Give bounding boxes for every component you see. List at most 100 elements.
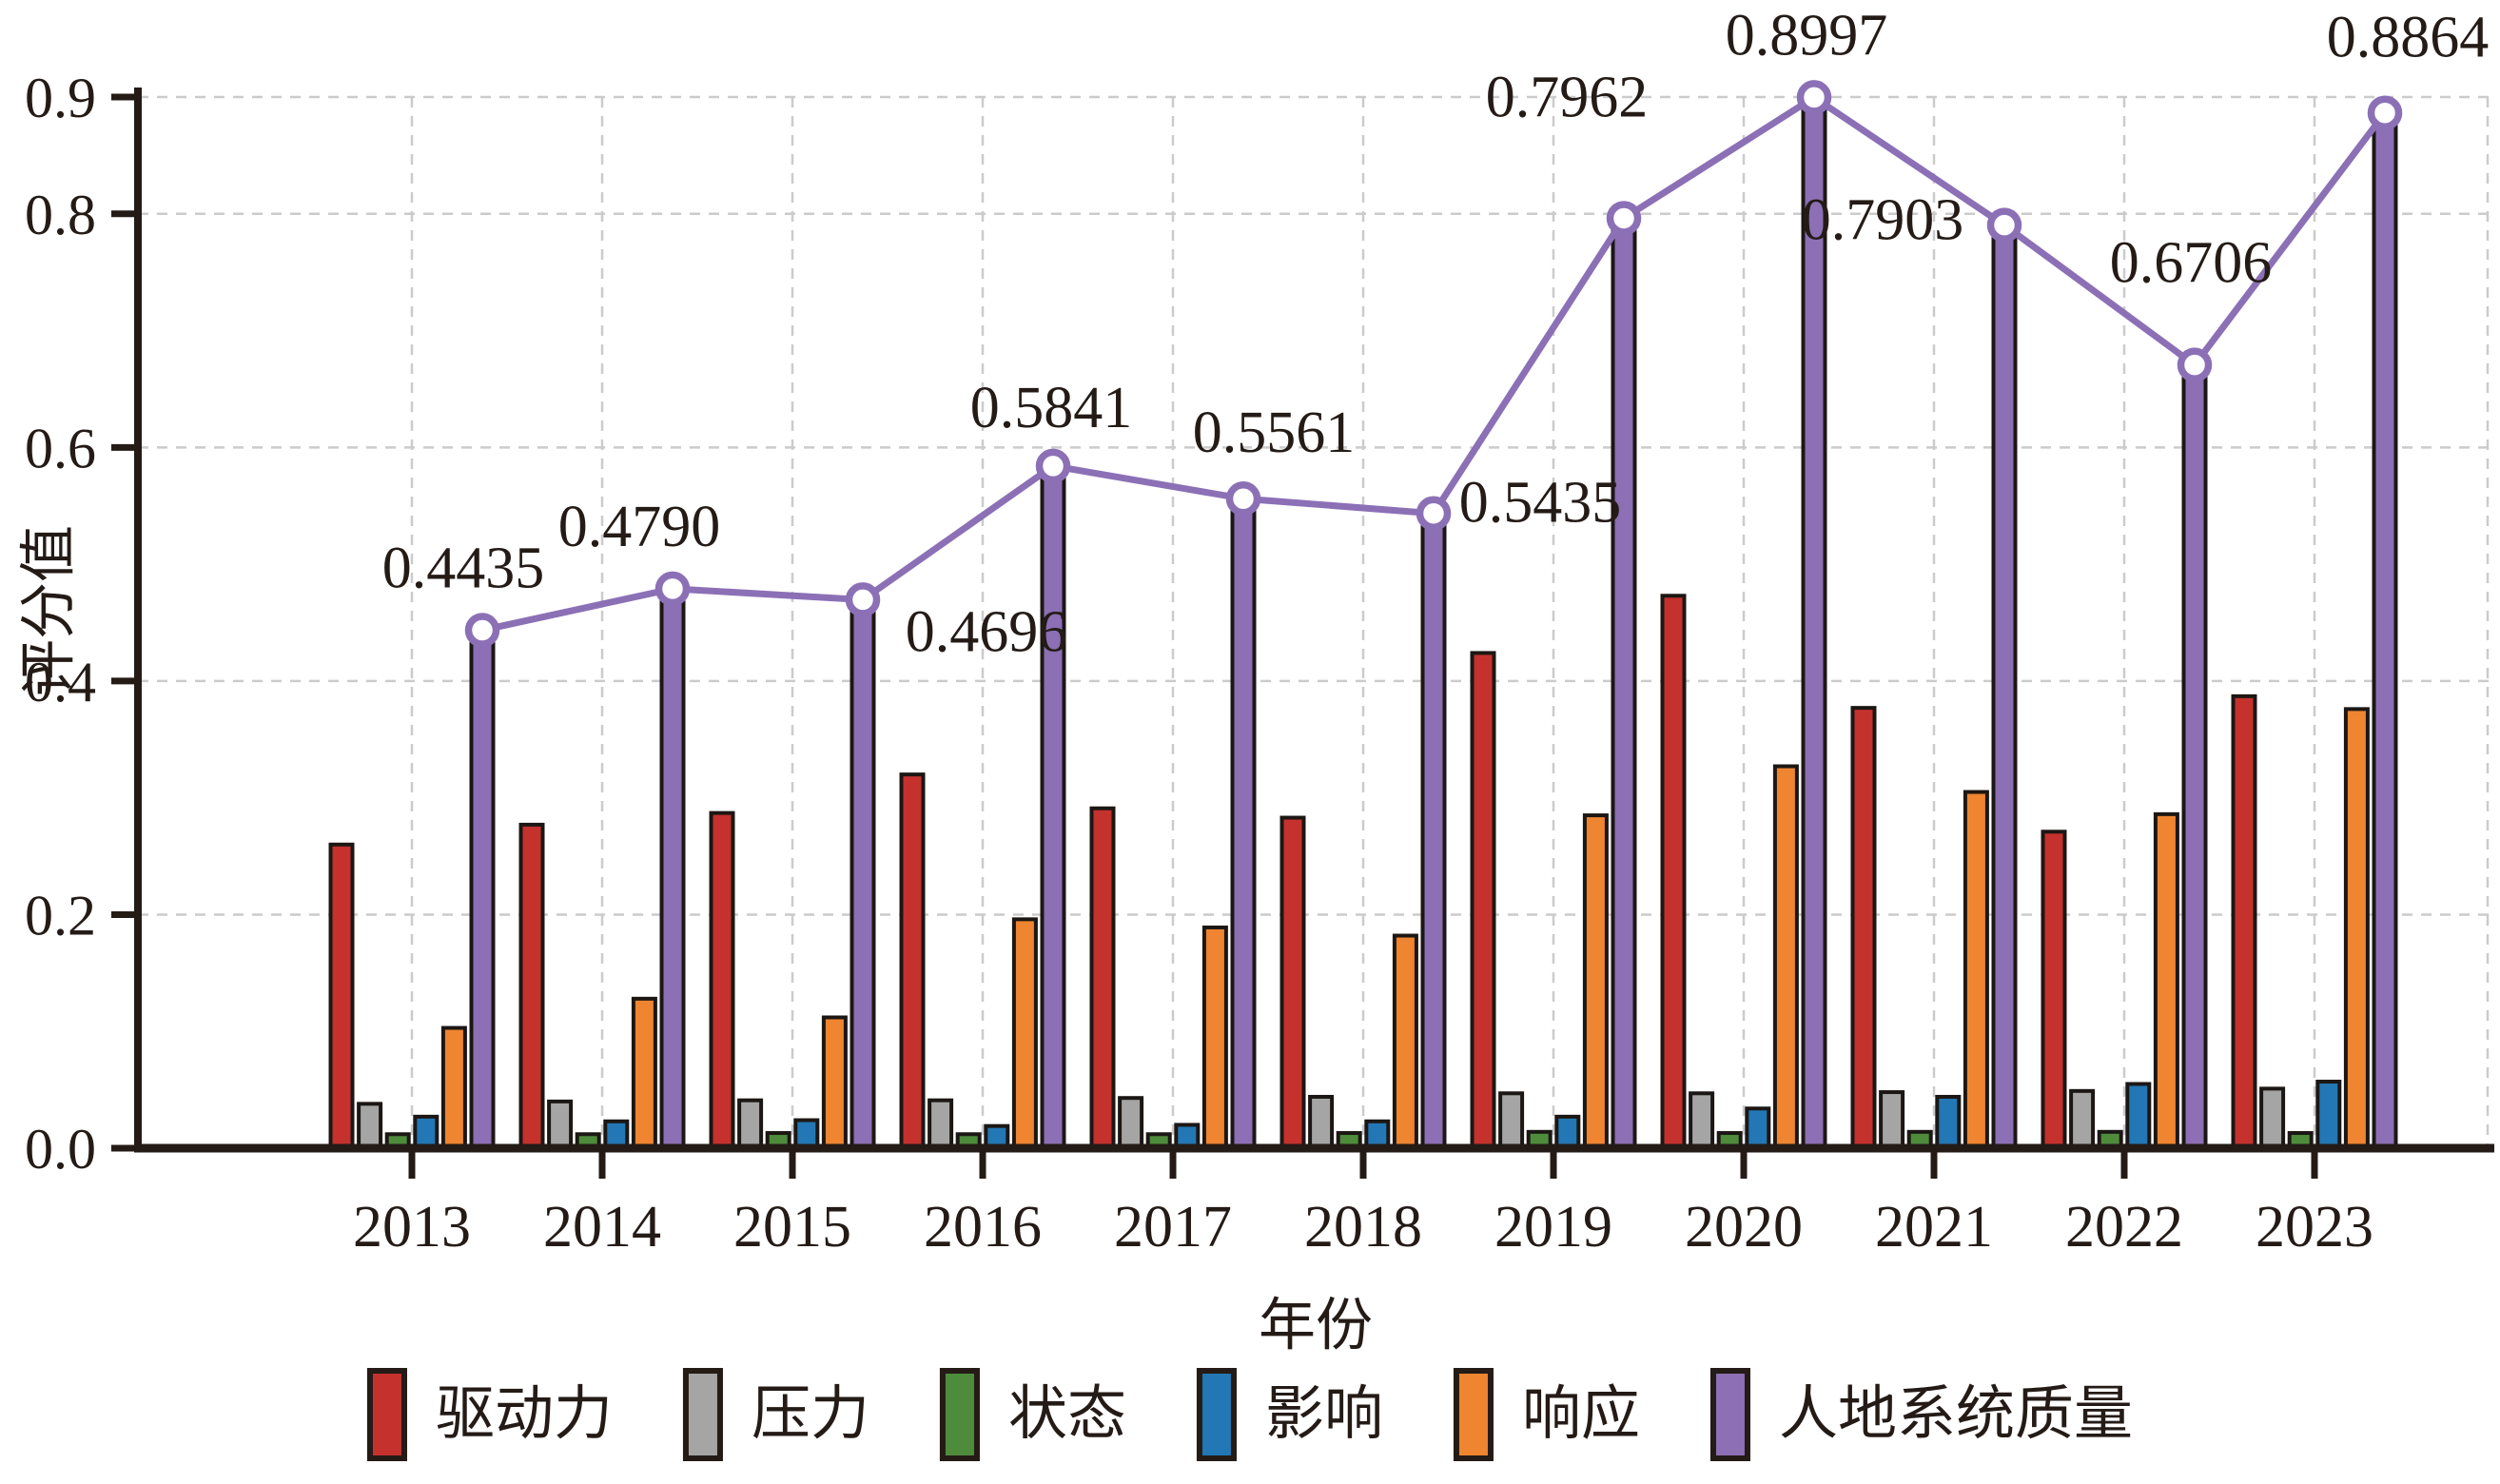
legend-swatch-pressure (682, 1368, 723, 1461)
bar-response-2022 (2153, 811, 2179, 1150)
line-marker-2020 (1796, 80, 1832, 115)
x-tick-label: 2018 (1304, 1195, 1422, 1259)
x-tick-label: 2014 (543, 1195, 661, 1259)
bar-response-2021 (1963, 790, 1989, 1150)
bar-pressure-2023 (2259, 1086, 2286, 1150)
point-label-2023: 0.8864 (2327, 6, 2490, 70)
legend-swatch-driving-force (366, 1368, 407, 1461)
point-label-2014: 0.4790 (558, 495, 721, 559)
bar-pressure-2020 (1689, 1091, 1715, 1150)
bar-response-2014 (631, 996, 657, 1151)
line-marker-2019 (1606, 201, 1642, 236)
x-tick-label: 2016 (924, 1195, 1042, 1259)
bar-driving-force-2020 (1660, 594, 1687, 1150)
bar-pressure-2015 (737, 1098, 764, 1151)
bar-human-land-system-quality-2016 (1040, 463, 1066, 1151)
line-marker-2021 (1986, 207, 2022, 243)
bar-impact-2022 (2125, 1082, 2152, 1150)
x-tick-label: 2015 (733, 1195, 851, 1259)
point-label-2019: 0.7962 (1486, 65, 1649, 129)
bar-pressure-2013 (357, 1102, 383, 1151)
bar-response-2017 (1201, 925, 1228, 1151)
x-tick-label: 2013 (353, 1195, 471, 1259)
point-label-2022: 0.6706 (2110, 231, 2273, 296)
legend-item-driving-force: 驱动力 (366, 1368, 613, 1461)
bar-human-land-system-quality-2018 (1420, 511, 1447, 1150)
y-tick-label: 0.9 (25, 67, 96, 129)
bar-human-land-system-quality-2022 (2181, 362, 2208, 1150)
bar-human-land-system-quality-2014 (659, 586, 686, 1150)
bar-human-land-system-quality-2017 (1230, 497, 1257, 1150)
bar-driving-force-2013 (328, 842, 355, 1150)
bar-response-2019 (1582, 813, 1609, 1150)
bar-human-land-system-quality-2015 (850, 597, 876, 1150)
bar-pressure-2018 (1308, 1094, 1335, 1151)
bar-driving-force-2021 (1850, 706, 1877, 1151)
legend-swatch-human-land-system-quality (1710, 1368, 1751, 1461)
legend-item-pressure: 压力 (682, 1368, 869, 1461)
line-marker-2016 (1035, 448, 1071, 484)
point-label-2016: 0.5841 (970, 376, 1133, 440)
bar-pressure-2019 (1498, 1091, 1525, 1150)
legend-swatch-response (1454, 1368, 1494, 1461)
bar-pressure-2017 (1118, 1096, 1144, 1151)
bar-pressure-2016 (928, 1098, 954, 1151)
legend-label-driving-force: 驱动力 (435, 1382, 613, 1447)
legend-item-state: 状态 (939, 1368, 1126, 1461)
line-marker-2018 (1416, 496, 1452, 531)
x-axis-title: 年份 (1259, 1294, 1373, 1357)
y-tick-label: 0.2 (25, 884, 96, 947)
bar-driving-force-2014 (518, 822, 545, 1151)
bar-impact-2021 (1935, 1094, 1962, 1151)
point-label-2017: 0.5561 (1193, 400, 1356, 465)
point-label-2018: 0.5435 (1459, 471, 1622, 536)
bar-pressure-2022 (2069, 1088, 2096, 1150)
bar-response-2013 (440, 1025, 467, 1151)
bar-response-2016 (1011, 917, 1038, 1150)
line-marker-2015 (845, 582, 881, 617)
legend-item-human-land-system-quality: 人地系统质量 (1710, 1368, 2133, 1461)
x-tick-label: 2022 (2065, 1195, 2183, 1259)
line-marker-2014 (654, 571, 691, 607)
bar-driving-force-2016 (899, 772, 926, 1150)
x-tick-label: 2019 (1494, 1195, 1612, 1259)
legend-swatch-impact (1197, 1368, 1237, 1461)
y-tick-label: 0.0 (25, 1118, 96, 1181)
point-label-2013: 0.4435 (382, 536, 545, 600)
bar-human-land-system-quality-2021 (1991, 223, 2018, 1151)
bar-driving-force-2015 (709, 810, 735, 1151)
point-label-2015: 0.4696 (906, 599, 1068, 664)
bar-human-land-system-quality-2020 (1801, 95, 1827, 1151)
x-tick-label: 2023 (2256, 1195, 2373, 1259)
bar-pressure-2014 (547, 1099, 574, 1151)
bar-response-2020 (1772, 764, 1799, 1150)
bar-driving-force-2018 (1279, 815, 1306, 1150)
y-tick-label: 0.8 (25, 184, 96, 246)
legend-label-state: 状态 (1007, 1382, 1126, 1447)
bar-response-2023 (2343, 707, 2370, 1150)
bar-driving-force-2017 (1089, 806, 1116, 1150)
legend-swatch-state (939, 1368, 980, 1461)
bar-human-land-system-quality-2019 (1611, 216, 1637, 1150)
y-axis-title: 评分值 (17, 525, 81, 696)
legend-label-impact: 影响 (1265, 1382, 1384, 1447)
bar-response-2018 (1392, 933, 1418, 1150)
bar-human-land-system-quality-2013 (469, 628, 496, 1150)
x-tick-label: 2020 (1685, 1195, 1803, 1259)
legend-item-response: 响应 (1454, 1368, 1640, 1461)
y-tick-label: 0.6 (25, 417, 96, 479)
x-tick-label: 2021 (1875, 1195, 1993, 1259)
line-marker-2017 (1225, 480, 1261, 517)
line-marker-2013 (464, 613, 500, 648)
x-tick-label: 2017 (1114, 1195, 1232, 1259)
bar-impact-2020 (1745, 1106, 1771, 1151)
y-tick-label: 0.4 (25, 651, 96, 713)
bar-human-land-system-quality-2023 (2372, 110, 2398, 1151)
legend: 驱动力 压力 状态 影响 响应 人地系统质量 (366, 1368, 2133, 1461)
bar-impact-2019 (1554, 1114, 1581, 1150)
legend-label-response: 响应 (1522, 1382, 1641, 1447)
line-marker-2023 (2367, 95, 2403, 130)
bar-pressure-2021 (1879, 1090, 1905, 1150)
